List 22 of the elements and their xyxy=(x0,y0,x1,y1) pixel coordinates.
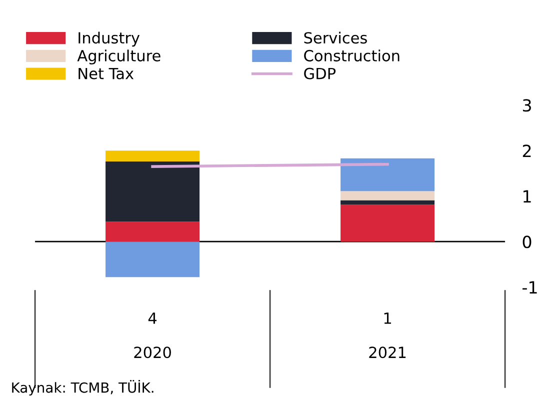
y-tick-label: -1 xyxy=(522,281,537,294)
legend-label: Net Tax xyxy=(78,68,134,80)
legend-label: Services xyxy=(304,32,367,44)
legend-label: GDP xyxy=(304,68,336,80)
legend-label: Industry xyxy=(78,32,140,47)
y-tick-label: 1 xyxy=(524,190,531,202)
bar xyxy=(340,191,435,200)
bar xyxy=(106,222,200,242)
category-label: 4 2020 xyxy=(134,312,171,358)
bar xyxy=(340,158,435,192)
legend-label: Construction xyxy=(304,50,400,62)
text: Kaynak: TCMB, TÜİK. xyxy=(12,380,154,396)
bar xyxy=(106,150,200,162)
bar xyxy=(106,162,200,222)
bar xyxy=(340,204,435,242)
y-tick-label: 2 xyxy=(522,144,531,157)
category-label: 1 2021 xyxy=(369,312,406,358)
bar xyxy=(340,200,435,205)
y-tick-label: 3 xyxy=(522,99,531,112)
y-tick-label: 0 xyxy=(522,236,532,248)
legend-label: Agriculture xyxy=(77,50,160,64)
bar xyxy=(106,242,200,278)
